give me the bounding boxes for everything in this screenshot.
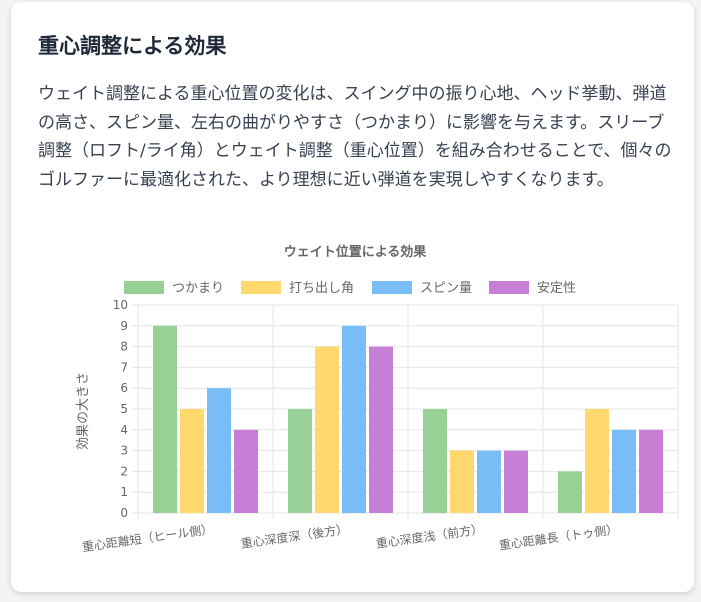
- x-tick-label: 重心距離短（ヒール側）: [81, 522, 214, 554]
- bar-4-1[interactable]: [234, 429, 258, 513]
- y-tick-label: 9: [120, 319, 128, 333]
- legend-swatch-4[interactable]: [489, 281, 529, 294]
- y-tick-label: 7: [120, 360, 128, 374]
- legend-label-4[interactable]: 安定性: [537, 281, 576, 296]
- bar-2-4[interactable]: [585, 409, 609, 513]
- bar-4-3[interactable]: [504, 450, 528, 513]
- bar-1-3[interactable]: [423, 409, 447, 513]
- bar-3-2[interactable]: [342, 325, 366, 513]
- legend-swatch-3[interactable]: [372, 281, 412, 294]
- y-tick-label: 10: [113, 298, 128, 312]
- x-tick-label: 重心深度浅（前方）: [375, 521, 484, 551]
- bar-3-4[interactable]: [612, 429, 636, 513]
- x-axis-ticks: 重心距離短（ヒール側） 重心深度深（後方） 重心深度浅（前方） 重心距離長（トゥ側）: [81, 521, 619, 554]
- bar-3-3[interactable]: [477, 450, 501, 513]
- legend-label-2[interactable]: 打ち出し角: [289, 281, 354, 296]
- y-axis-label: 効果の大きさ: [76, 372, 91, 450]
- y-tick-label: 8: [120, 340, 128, 354]
- bar-3-1[interactable]: [207, 388, 231, 513]
- y-tick-label: 6: [120, 381, 128, 395]
- section-title: 重心調整による効果: [38, 34, 227, 58]
- y-tick-label: 4: [120, 423, 128, 437]
- bar-4-4[interactable]: [639, 429, 663, 513]
- bar-1-1[interactable]: [153, 325, 177, 513]
- y-axis-ticks: 0 1 2 3 4 5 6 7 8 9 10: [113, 298, 128, 520]
- legend-label-1[interactable]: つかまり: [172, 281, 224, 296]
- chart-bars: [153, 325, 663, 513]
- y-tick-label: 2: [120, 464, 128, 478]
- x-tick-label: 重心深度深（後方）: [240, 521, 349, 551]
- chart-title: ウェイト位置による効果: [284, 244, 427, 260]
- section-paragraph: ウェイト調整による重心位置の変化は、スイング中の振り心地、ヘッド挙動、弾道の高さ…: [38, 84, 672, 190]
- legend-swatch-1[interactable]: [124, 281, 164, 294]
- effects-bar-chart: ウェイト位置による効果 つかまり 打ち出し角 スピン量 安定性 0 1 2 3 4 5 6 7 8 9 1…: [76, 244, 679, 554]
- bar-2-3[interactable]: [450, 450, 474, 513]
- bar-2-1[interactable]: [180, 409, 204, 513]
- bar-1-2[interactable]: [288, 409, 312, 513]
- bar-2-2[interactable]: [315, 346, 339, 513]
- x-tick-label: 重心距離長（トゥ側）: [498, 522, 619, 553]
- legend-swatch-2[interactable]: [241, 281, 281, 294]
- chart-legend[interactable]: つかまり 打ち出し角 スピン量 安定性: [124, 281, 576, 296]
- bar-1-4[interactable]: [558, 471, 582, 513]
- y-tick-label: 1: [120, 485, 128, 499]
- y-tick-label: 3: [120, 444, 128, 458]
- legend-label-3[interactable]: スピン量: [420, 281, 472, 296]
- content-card: 重心調整による効果 ウェイト調整による重心位置の変化は、スイング中の振り心地、ヘ…: [11, 2, 694, 592]
- y-tick-label: 0: [120, 506, 128, 520]
- y-tick-label: 5: [120, 402, 128, 416]
- bar-4-2[interactable]: [369, 346, 393, 513]
